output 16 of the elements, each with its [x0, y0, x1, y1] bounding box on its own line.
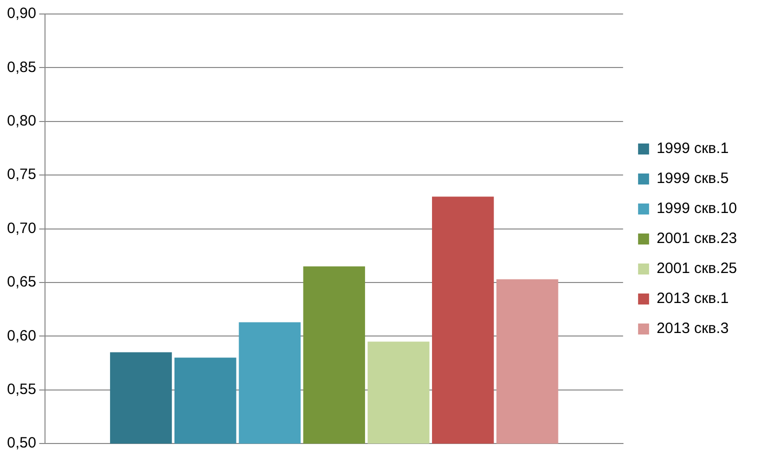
y-tick-label: 0,60	[6, 327, 36, 344]
legend-label: 2013 скв.3	[656, 320, 729, 338]
legend-label: 1999 скв.5	[656, 170, 729, 188]
y-tick-label: 0,55	[6, 381, 36, 398]
y-tick-label: 0,90	[6, 5, 36, 22]
legend-label: 1999 скв.10	[656, 200, 737, 218]
y-tick-label: 0,65	[6, 274, 36, 291]
legend-label: 2001 скв.23	[656, 230, 737, 248]
y-tick-label: 0,70	[6, 220, 36, 237]
y-tick-label: 0,85	[6, 58, 36, 76]
legend-label: 2013 скв.1	[656, 290, 729, 308]
y-tick-label: 0,75	[6, 166, 36, 184]
legend-label: 1999 скв.1	[656, 140, 729, 158]
y-tick-label: 0,80	[6, 112, 36, 130]
legend-label: 2001 скв.25	[656, 260, 737, 278]
y-tick-label: 0,50	[6, 434, 36, 452]
